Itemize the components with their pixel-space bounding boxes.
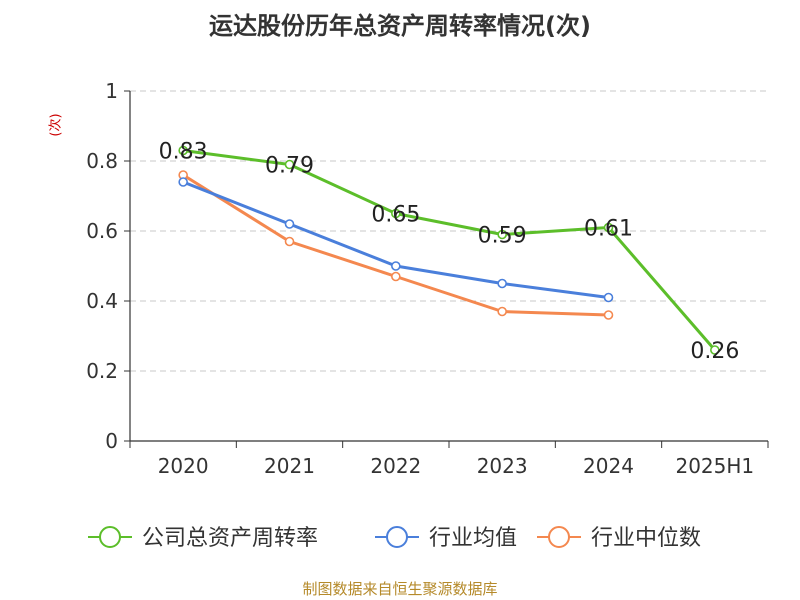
data-label: 0.83 bbox=[159, 140, 208, 165]
data-point bbox=[284, 159, 295, 170]
series-line bbox=[182, 173, 609, 317]
chart-title: 运达股份历年总资产周转率情况(次) bbox=[209, 12, 591, 40]
x-tick-label: 2023 bbox=[477, 454, 528, 478]
data-label: 0.65 bbox=[371, 203, 420, 228]
data-label: 0.79 bbox=[265, 154, 314, 179]
data-label: 0.61 bbox=[584, 217, 633, 242]
data-point bbox=[284, 219, 295, 229]
data-point bbox=[178, 145, 188, 156]
series-line bbox=[182, 149, 716, 351]
axes: 0 0.2 0.4 0.6 0.8 1 2020 2021 2022 2023 2024 2025H1 bbox=[86, 79, 769, 478]
y-tick-label: 0.4 bbox=[86, 289, 118, 313]
y-tick-label: 0 bbox=[105, 429, 118, 453]
legend: 公司总资产周转率 行业均值 行业中位数 bbox=[88, 526, 701, 551]
legend-item[interactable]: 行业中位数 bbox=[537, 526, 701, 551]
data-point bbox=[391, 208, 401, 219]
source-note: 制图数据来自恒生聚源数据库 bbox=[302, 580, 498, 598]
x-tick-label: 2020 bbox=[158, 454, 209, 478]
data-point bbox=[710, 345, 720, 355]
legend-circle-icon bbox=[548, 526, 570, 548]
data-point bbox=[603, 310, 614, 320]
data-label: 0.59 bbox=[478, 224, 527, 249]
data-point bbox=[603, 292, 614, 303]
x-tick-label: 2024 bbox=[583, 454, 634, 478]
data-label: 0.26 bbox=[690, 339, 739, 364]
data-point bbox=[391, 271, 401, 282]
grid-lines bbox=[130, 90, 768, 372]
data-point bbox=[497, 306, 507, 317]
y-tick-label: 0.8 bbox=[86, 149, 118, 173]
x-tick-label: 2025H1 bbox=[675, 454, 754, 478]
x-tick-label: 2022 bbox=[370, 454, 421, 478]
legend-label: 行业均值 bbox=[429, 526, 517, 551]
data-point bbox=[178, 177, 188, 187]
data-labels: 0.83 0.79 0.65 0.59 0.61 0.26 bbox=[159, 140, 740, 365]
data-point bbox=[497, 229, 507, 240]
y-tick-label: 1 bbox=[105, 79, 118, 103]
legend-label: 行业中位数 bbox=[591, 526, 701, 551]
data-point bbox=[603, 222, 614, 233]
legend-item[interactable]: 公司总资产周转率 bbox=[88, 526, 318, 551]
data-point bbox=[284, 236, 295, 247]
y-tick-label: 0.2 bbox=[86, 359, 118, 383]
y-tick-label: 0.6 bbox=[86, 219, 118, 243]
data-point bbox=[497, 278, 507, 289]
legend-item[interactable]: 行业均值 bbox=[375, 526, 517, 551]
x-tick-label: 2021 bbox=[264, 454, 315, 478]
data-point bbox=[391, 261, 401, 271]
data-series bbox=[178, 145, 720, 355]
legend-label: 公司总资产周转率 bbox=[142, 526, 318, 551]
legend-circle-icon bbox=[99, 526, 121, 548]
legend-circle-icon bbox=[386, 526, 408, 548]
